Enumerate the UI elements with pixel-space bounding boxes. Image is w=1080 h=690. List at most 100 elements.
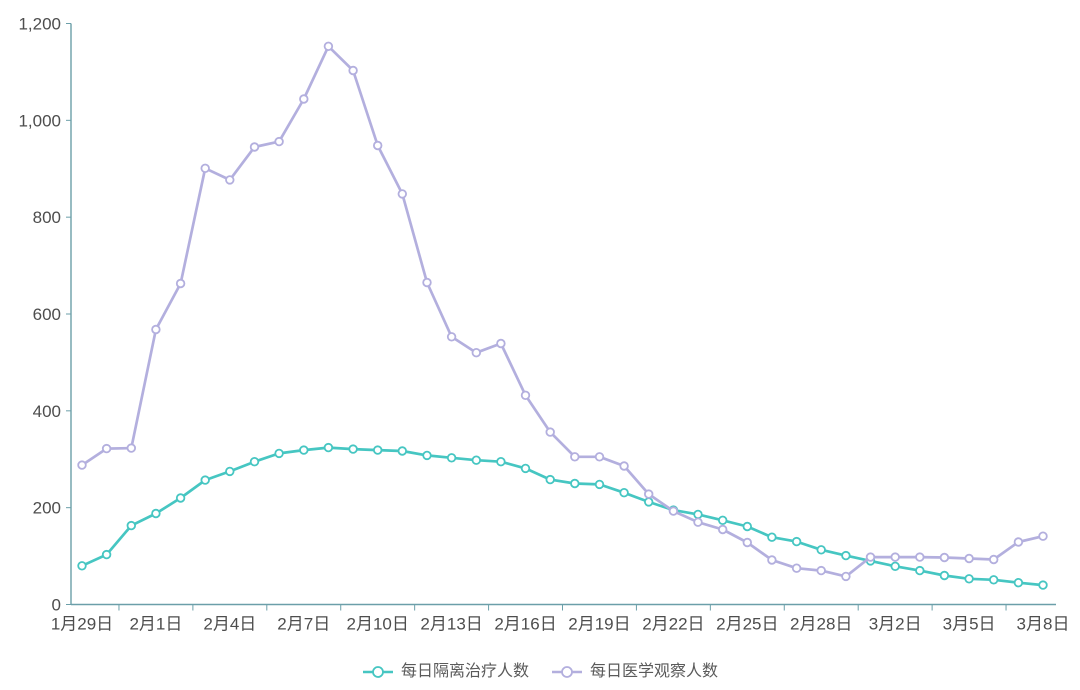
x-axis-tick-label: 2月7日 [277,615,330,634]
isolation-treatment-data-point[interactable] [1038,580,1048,590]
medical-observation-data-point[interactable] [890,552,900,562]
isolation-treatment-data-point[interactable] [348,444,358,454]
medical-observation-data-point[interactable] [422,277,432,288]
y-axis-tick-label: 600 [33,305,61,324]
isolation-treatment-data-point[interactable] [594,479,605,490]
medical-observation-data-point[interactable] [939,552,950,563]
x-axis-tick-label: 2月13日 [420,615,482,634]
isolation-treatment-data-point[interactable] [249,457,260,467]
medical-observation-data-point[interactable] [915,552,925,562]
medical-observation-data-point[interactable] [520,390,531,400]
isolation-treatment-data-point[interactable] [619,488,629,498]
isolation-treatment-data-point[interactable] [915,565,925,576]
isolation-treatment-data-point[interactable] [570,478,580,489]
line-marker-icon [362,666,393,678]
isolation-treatment-data-point[interactable] [964,574,974,584]
isolation-treatment-data-point[interactable] [644,497,654,507]
medical-observation-data-point[interactable] [668,506,679,516]
x-axis-tick-label: 3月5日 [943,615,996,634]
isolation-treatment-data-point[interactable] [397,446,407,456]
medical-observation-data-point[interactable] [1013,537,1024,547]
medical-observation-data-point[interactable] [644,489,654,499]
y-axis-tick-label: 1,200 [18,15,61,34]
isolation-treatment-data-point[interactable] [175,493,186,503]
isolation-treatment-data-point[interactable] [742,521,752,532]
medical-observation-data-point[interactable] [545,427,555,437]
medical-observation-data-point[interactable] [151,324,161,335]
chart-legend: 每日隔离治疗人数 每日医学观察人数 [0,664,1080,680]
x-axis-tick-label: 2月16日 [494,615,556,634]
x-axis-tick-label: 2月4日 [203,615,256,634]
isolation-treatment-data-point[interactable] [151,508,161,519]
medical-observation-data-point[interactable] [570,452,580,462]
medical-observation-data-point[interactable] [816,565,826,576]
medical-observation-data-point[interactable] [496,338,506,349]
medical-observation-data-point[interactable] [274,136,284,147]
isolation-treatment-data-point[interactable] [693,509,703,520]
isolation-treatment-data-point[interactable] [323,442,334,453]
medical-observation-data-point[interactable] [126,443,136,453]
x-axis-tick-label: 1月29日 [51,615,113,634]
medical-observation-data-point[interactable] [397,189,407,199]
medical-observation-data-point[interactable] [471,348,481,358]
y-axis-tick-label: 400 [33,402,61,421]
isolation-treatment-data-point[interactable] [126,520,136,531]
medical-observation-data-point[interactable] [299,94,309,104]
medical-observation-data-point[interactable] [249,142,260,152]
medical-observation-data-point[interactable] [175,278,186,289]
isolation-treatment-data-point[interactable] [373,445,383,455]
y-axis-tick-label: 800 [33,208,61,227]
isolation-treatment-data-point[interactable] [791,536,802,547]
medical-observation-data-point[interactable] [373,140,383,151]
medical-observation-data-point[interactable] [742,537,752,548]
medical-observation-line [80,44,1045,578]
medical-observation-data-point[interactable] [718,524,728,535]
x-axis-tick-label: 3月8日 [1017,615,1070,634]
medical-observation-data-point[interactable] [446,332,457,342]
medical-observation-data-point[interactable] [200,163,210,173]
legend-item-isolation-treatment[interactable]: 每日隔离治疗人数 [362,664,529,680]
isolation-treatment-data-point[interactable] [767,532,777,542]
x-axis-tick-label: 2月22日 [642,615,704,634]
medical-observation-data-point[interactable] [1038,531,1048,541]
isolation-treatment-data-point[interactable] [446,453,457,463]
medical-observation-data-point[interactable] [791,563,802,573]
isolation-treatment-data-point[interactable] [545,474,555,485]
medical-observation-data-point[interactable] [693,517,703,527]
isolation-treatment-data-point[interactable] [471,455,481,465]
x-axis-tick-label: 2月1日 [129,615,182,634]
x-axis-tick-label: 2月25日 [716,615,778,634]
isolation-treatment-data-point[interactable] [718,515,728,525]
medical-observation-data-point[interactable] [619,461,629,471]
legend-item-medical-observation[interactable]: 每日医学观察人数 [551,664,718,680]
medical-observation-data-point[interactable] [865,552,876,562]
isolation-treatment-data-point[interactable] [101,549,112,560]
medical-observation-data-point[interactable] [767,555,777,565]
isolation-treatment-data-point[interactable] [422,450,432,461]
isolation-treatment-data-point[interactable] [1013,578,1024,588]
isolation-treatment-data-point[interactable] [225,466,235,477]
medical-observation-data-point[interactable] [323,41,334,51]
isolation-treatment-line [80,446,1045,587]
isolation-treatment-data-point[interactable] [939,570,950,581]
isolation-treatment-data-point[interactable] [274,448,284,459]
medical-observation-data-point[interactable] [964,553,974,564]
medical-observation-data-point[interactable] [841,571,851,582]
medical-observation-data-point[interactable] [101,443,112,454]
isolation-treatment-data-point[interactable] [841,550,851,561]
isolation-treatment-data-point[interactable] [200,475,210,485]
medical-observation-data-point[interactable] [348,65,358,76]
isolation-treatment-data-point[interactable] [816,545,826,555]
medical-observation-data-point[interactable] [989,554,999,565]
medical-observation-data-point[interactable] [77,460,87,470]
isolation-treatment-data-point[interactable] [77,561,87,571]
isolation-treatment-data-point[interactable] [496,457,506,467]
isolation-treatment-data-point[interactable] [890,561,900,571]
medical-observation-data-point[interactable] [225,175,235,185]
isolation-treatment-data-point[interactable] [520,463,531,474]
isolation-treatment-data-point[interactable] [299,445,309,455]
isolation-treatment-data-point[interactable] [989,575,999,585]
medical-observation-data-point[interactable] [594,452,605,462]
